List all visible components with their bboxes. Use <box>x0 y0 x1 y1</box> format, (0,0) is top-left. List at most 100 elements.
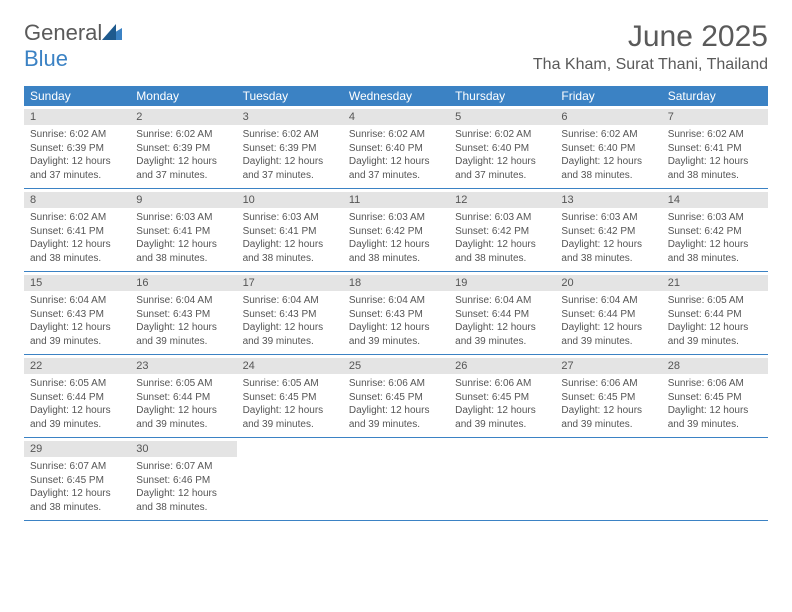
day-info-line: Sunrise: 6:02 AM <box>668 128 762 142</box>
day-info-line: Sunset: 6:45 PM <box>561 391 655 405</box>
day-cell: 19Sunrise: 6:04 AMSunset: 6:44 PMDayligh… <box>449 272 555 354</box>
day-header-fri: Friday <box>555 86 661 106</box>
day-info-line: and 39 minutes. <box>455 335 549 349</box>
day-info-line: Sunset: 6:45 PM <box>349 391 443 405</box>
day-number: 11 <box>349 194 443 206</box>
day-number-row: 30 <box>130 441 236 457</box>
day-number-row: 9 <box>130 192 236 208</box>
logo-mark-icon <box>102 24 122 40</box>
day-number: 19 <box>455 277 549 289</box>
day-info-line: Sunset: 6:41 PM <box>243 225 337 239</box>
day-info-line: Daylight: 12 hours <box>243 404 337 418</box>
logo-text: GeneralBlue <box>24 20 122 72</box>
day-info-line: and 37 minutes. <box>349 169 443 183</box>
day-number-row: 2 <box>130 109 236 125</box>
day-number: 2 <box>136 111 230 123</box>
day-info-line: Sunrise: 6:04 AM <box>136 294 230 308</box>
day-number-row: 7 <box>662 109 768 125</box>
day-info-line: Sunset: 6:42 PM <box>455 225 549 239</box>
day-number: 29 <box>30 443 124 455</box>
day-info-line: Daylight: 12 hours <box>243 321 337 335</box>
day-cell: 20Sunrise: 6:04 AMSunset: 6:44 PMDayligh… <box>555 272 661 354</box>
day-cell: 8Sunrise: 6:02 AMSunset: 6:41 PMDaylight… <box>24 189 130 271</box>
day-cell: 2Sunrise: 6:02 AMSunset: 6:39 PMDaylight… <box>130 106 236 188</box>
day-info-line: Sunrise: 6:05 AM <box>243 377 337 391</box>
day-cell <box>449 438 555 520</box>
day-cell: 24 Sunrise: 6:05 AMSunset: 6:45 PMDayligh… <box>237 355 343 437</box>
day-info-line: and 37 minutes. <box>455 169 549 183</box>
day-info-line: Daylight: 12 hours <box>136 404 230 418</box>
week-row: 15Sunrise: 6:04 AMSunset: 6:43 PMDayligh… <box>24 272 768 355</box>
day-cell: 4Sunrise: 6:02 AMSunset: 6:40 PMDaylight… <box>343 106 449 188</box>
day-info-line: Daylight: 12 hours <box>349 404 443 418</box>
day-info-line: Daylight: 12 hours <box>455 238 549 252</box>
day-info-line: Sunset: 6:46 PM <box>136 474 230 488</box>
day-cell: 17Sunrise: 6:04 AMSunset: 6:43 PMDayligh… <box>237 272 343 354</box>
day-info-line: Sunrise: 6:03 AM <box>668 211 762 225</box>
day-info-line: Daylight: 12 hours <box>30 487 124 501</box>
day-number: 21 <box>668 277 762 289</box>
day-info-line: Sunset: 6:40 PM <box>455 142 549 156</box>
day-number-row: 26 <box>449 358 555 374</box>
day-number-row: 14 <box>662 192 768 208</box>
day-info-line: Sunrise: 6:02 AM <box>349 128 443 142</box>
day-cell: 27Sunrise: 6:06 AMSunset: 6:45 PMDayligh… <box>555 355 661 437</box>
day-number: 15 <box>30 277 124 289</box>
logo-general: General <box>24 20 102 45</box>
day-cell: 28Sunrise: 6:06 AMSunset: 6:45 PMDayligh… <box>662 355 768 437</box>
day-number-row: 22 <box>24 358 130 374</box>
logo-blue: Blue <box>24 46 68 71</box>
day-cell <box>555 438 661 520</box>
day-info-line: Daylight: 12 hours <box>349 155 443 169</box>
day-info-line: Daylight: 12 hours <box>30 404 124 418</box>
day-cell: 26Sunrise: 6:06 AMSunset: 6:45 PMDayligh… <box>449 355 555 437</box>
day-info-line: Sunrise: 6:03 AM <box>455 211 549 225</box>
day-number: 22 <box>30 360 124 372</box>
day-number-row: 13 <box>555 192 661 208</box>
day-info-line: Sunrise: 6:04 AM <box>561 294 655 308</box>
day-info-line: Sunset: 6:39 PM <box>243 142 337 156</box>
day-number-row: 24 <box>237 358 343 374</box>
day-number-row: 28 <box>662 358 768 374</box>
day-info-line: Daylight: 12 hours <box>668 321 762 335</box>
day-info-line: and 37 minutes. <box>30 169 124 183</box>
day-number: 16 <box>136 277 230 289</box>
day-header-tue: Tuesday <box>237 86 343 106</box>
logo: GeneralBlue <box>24 20 122 72</box>
day-info-line: Sunset: 6:45 PM <box>668 391 762 405</box>
day-number: 23 <box>136 360 230 372</box>
day-info-line: Sunset: 6:39 PM <box>30 142 124 156</box>
day-info-line: and 38 minutes. <box>30 252 124 266</box>
day-cell <box>343 438 449 520</box>
day-info-line: Sunrise: 6:02 AM <box>30 211 124 225</box>
day-info-line: Sunrise: 6:04 AM <box>30 294 124 308</box>
day-number: 12 <box>455 194 549 206</box>
day-headers-row: Sunday Monday Tuesday Wednesday Thursday… <box>24 86 768 106</box>
day-info-line: and 39 minutes. <box>136 418 230 432</box>
week-row: 1Sunrise: 6:02 AMSunset: 6:39 PMDaylight… <box>24 106 768 189</box>
day-info-line: and 39 minutes. <box>349 418 443 432</box>
day-info-line: and 39 minutes. <box>30 418 124 432</box>
day-info-line: Sunset: 6:41 PM <box>136 225 230 239</box>
day-header-sun: Sunday <box>24 86 130 106</box>
day-cell: 7Sunrise: 6:02 AMSunset: 6:41 PMDaylight… <box>662 106 768 188</box>
day-info-line: and 39 minutes. <box>243 418 337 432</box>
day-info-line: Sunset: 6:42 PM <box>561 225 655 239</box>
day-info-line: Sunset: 6:45 PM <box>30 474 124 488</box>
day-info-line: Sunset: 6:45 PM <box>243 391 337 405</box>
day-info-line: Daylight: 12 hours <box>561 238 655 252</box>
day-number-row: 3 <box>237 109 343 125</box>
day-info-line: Sunrise: 6:07 AM <box>136 460 230 474</box>
day-number-row: 21 <box>662 275 768 291</box>
day-info-line: and 39 minutes. <box>349 335 443 349</box>
day-info-line: Daylight: 12 hours <box>30 238 124 252</box>
day-number-row: 15 <box>24 275 130 291</box>
day-number: 24 <box>243 360 337 372</box>
day-number: 3 <box>243 111 337 123</box>
day-number: 6 <box>561 111 655 123</box>
day-header-sat: Saturday <box>662 86 768 106</box>
day-info-line: Daylight: 12 hours <box>136 238 230 252</box>
day-cell: 21Sunrise: 6:05 AMSunset: 6:44 PMDayligh… <box>662 272 768 354</box>
day-number: 26 <box>455 360 549 372</box>
day-number-row: 10 <box>237 192 343 208</box>
